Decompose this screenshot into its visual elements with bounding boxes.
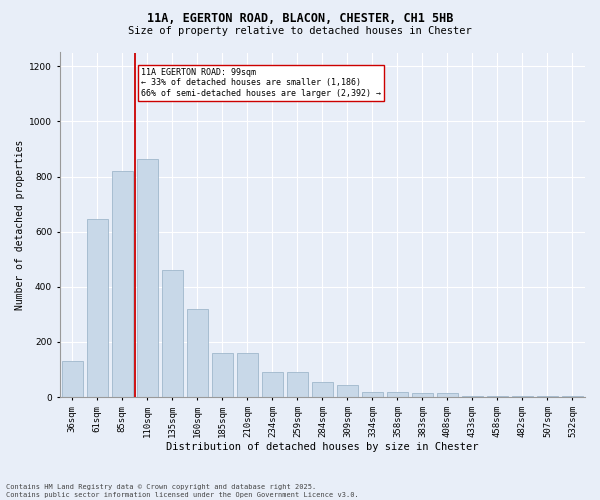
Bar (412, 393, 433, 397)
Bar (462, 396, 483, 397)
Text: Contains HM Land Registry data © Crown copyright and database right 2025.
Contai: Contains HM Land Registry data © Crown c… (6, 484, 359, 498)
Text: 11A, EGERTON ROAD, BLACON, CHESTER, CH1 5HB: 11A, EGERTON ROAD, BLACON, CHESTER, CH1 … (147, 12, 453, 26)
Bar (337, 384, 358, 397)
Bar (162, 270, 183, 397)
Bar (262, 372, 283, 397)
X-axis label: Distribution of detached houses by size in Chester: Distribution of detached houses by size … (166, 442, 479, 452)
Bar (187, 309, 208, 397)
Bar (62, 361, 83, 397)
Bar (437, 393, 458, 397)
Bar (512, 396, 533, 397)
Bar (312, 382, 333, 397)
Text: 11A EGERTON ROAD: 99sqm
← 33% of detached houses are smaller (1,186)
66% of semi: 11A EGERTON ROAD: 99sqm ← 33% of detache… (141, 68, 381, 98)
Bar (112, 171, 133, 397)
Y-axis label: Number of detached properties: Number of detached properties (15, 140, 25, 310)
Bar (86, 220, 108, 397)
Text: Size of property relative to detached houses in Chester: Size of property relative to detached ho… (128, 26, 472, 36)
Bar (137, 158, 158, 397)
Bar (487, 396, 508, 397)
Bar (387, 392, 408, 397)
Bar (562, 396, 583, 397)
Bar (212, 353, 233, 397)
Bar (362, 392, 383, 397)
Bar (237, 353, 258, 397)
Bar (537, 396, 558, 397)
Bar (287, 372, 308, 397)
